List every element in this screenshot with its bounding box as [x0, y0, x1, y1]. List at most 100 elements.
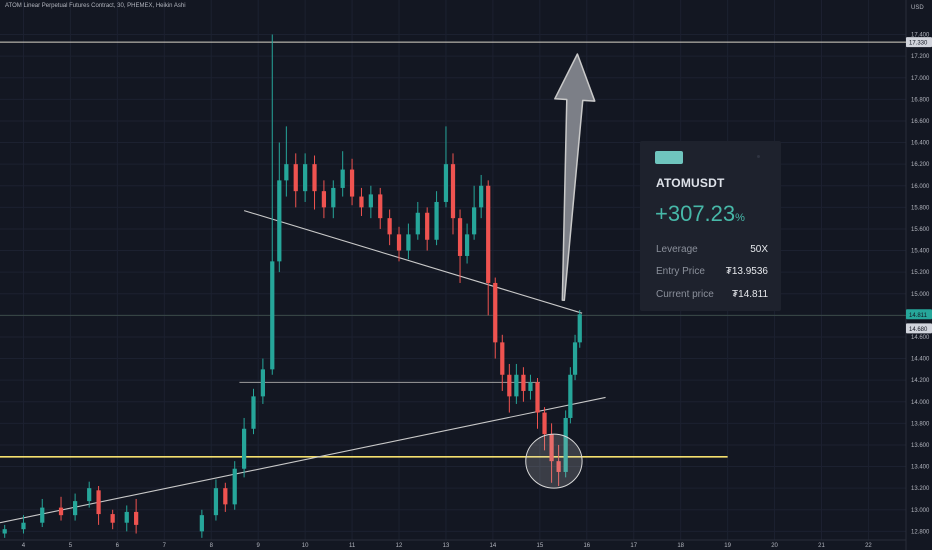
- candle-body: [124, 511, 129, 523]
- trend-line[interactable]: [0, 396, 606, 524]
- candle-body: [21, 522, 26, 530]
- x-tick-label: 11: [349, 543, 356, 549]
- leverage-label: Leverage: [656, 244, 698, 255]
- x-tick-label: 9: [257, 543, 261, 549]
- candle-body: [232, 468, 237, 505]
- y-tick-label: 17.200: [911, 54, 930, 60]
- candle-body: [40, 507, 45, 523]
- candle-body: [213, 488, 219, 516]
- leverage-row: Leverage 50X: [656, 244, 768, 255]
- candle-body: [349, 169, 355, 197]
- candle-body: [486, 185, 491, 283]
- candle-body: [572, 342, 578, 375]
- x-tick-label: 15: [537, 543, 544, 549]
- candle-body: [110, 514, 115, 523]
- x-tick-label: 21: [818, 543, 825, 549]
- candle-body: [378, 194, 383, 219]
- price-label-bg: [906, 323, 932, 334]
- y-tick-label: 16.400: [911, 141, 930, 147]
- candle-body: [457, 218, 463, 256]
- candle-body: [2, 529, 7, 534]
- x-tick-label: 16: [583, 543, 590, 549]
- candle-body: [340, 169, 345, 188]
- leverage-value: 50X: [750, 244, 768, 255]
- candle-body: [199, 515, 204, 532]
- candle-body: [549, 434, 554, 462]
- candle-body: [251, 396, 256, 429]
- x-tick-label: 14: [490, 543, 497, 549]
- candle-body: [528, 382, 533, 391]
- y-tick-label: 16.200: [911, 162, 930, 168]
- candle-body: [368, 194, 373, 208]
- candle-body: [464, 234, 470, 256]
- price-label-text: 14.811: [909, 313, 928, 319]
- card-dot-icon: [757, 155, 760, 158]
- candle-body: [223, 488, 228, 505]
- candle-body: [58, 507, 64, 516]
- y-tick-label: 12.800: [911, 529, 930, 535]
- highlight-circle[interactable]: [525, 433, 583, 489]
- candle-body: [450, 164, 456, 219]
- y-tick-label: 13.600: [911, 443, 930, 449]
- y-tick-label: 13.200: [911, 486, 930, 492]
- y-tick-label: 13.000: [911, 508, 930, 514]
- trend-line[interactable]: [243, 210, 583, 314]
- candle-body: [260, 369, 265, 397]
- candle-body: [241, 428, 247, 469]
- x-tick-label: 20: [771, 543, 778, 549]
- exchange-logo: [655, 151, 683, 164]
- candle-body: [556, 461, 561, 472]
- y-tick-label: 17.000: [911, 76, 930, 82]
- current-price-value: ₮14.811: [732, 289, 768, 300]
- y-tick-label: 14.000: [911, 400, 930, 406]
- candle-body: [563, 417, 568, 472]
- candle-body: [303, 164, 308, 192]
- y-tick-label: 16.600: [911, 119, 930, 125]
- y-tick-label: 14.600: [911, 335, 930, 341]
- x-tick-label: 4: [22, 543, 26, 549]
- x-tick-label: 12: [396, 543, 403, 549]
- candle-body: [507, 374, 512, 397]
- x-tick-label: 5: [69, 543, 73, 549]
- price-label-bg: [906, 309, 932, 320]
- candle-body: [425, 212, 430, 240]
- x-tick-label: 22: [865, 543, 872, 549]
- candle-body: [500, 342, 505, 375]
- x-tick-label: 6: [116, 543, 120, 549]
- x-tick-label: 10: [302, 543, 309, 549]
- candle-body: [577, 314, 582, 343]
- entry-price-label: Entry Price: [656, 266, 705, 277]
- price-label-text: 17.330: [909, 41, 928, 47]
- y-tick-label: 16.000: [911, 184, 930, 190]
- current-price-row: Current price ₮14.811: [656, 289, 768, 300]
- y-tick-label: 16.800: [911, 97, 930, 103]
- price-label-bg: [906, 37, 932, 48]
- candle-body: [514, 374, 519, 397]
- candle-body: [331, 187, 336, 208]
- candle-body: [443, 164, 449, 202]
- candle-body: [493, 282, 498, 343]
- candle-body: [284, 164, 289, 181]
- candle-body: [359, 196, 364, 208]
- candle-body: [321, 191, 327, 208]
- price-label-text: 14.680: [909, 327, 928, 333]
- y-tick-label: 14.400: [911, 357, 930, 363]
- candle-body: [521, 374, 526, 391]
- x-tick-label: 17: [630, 543, 637, 549]
- up-arrow[interactable]: [554, 53, 596, 302]
- entry-price-value: ₮13.9536: [725, 266, 768, 277]
- candle-body: [472, 207, 477, 235]
- candle-body: [415, 212, 420, 235]
- candle-body: [434, 201, 439, 240]
- y-tick-label: 13.800: [911, 421, 930, 427]
- candle-body: [277, 180, 282, 262]
- y-tick-label: 15.800: [911, 205, 930, 211]
- y-tick-label: 13.400: [911, 465, 930, 471]
- x-tick-label: 13: [443, 543, 450, 549]
- y-tick-label: 15.200: [911, 270, 930, 276]
- x-tick-label: 8: [210, 543, 214, 549]
- candle-body: [293, 164, 298, 192]
- candle-body: [406, 234, 411, 251]
